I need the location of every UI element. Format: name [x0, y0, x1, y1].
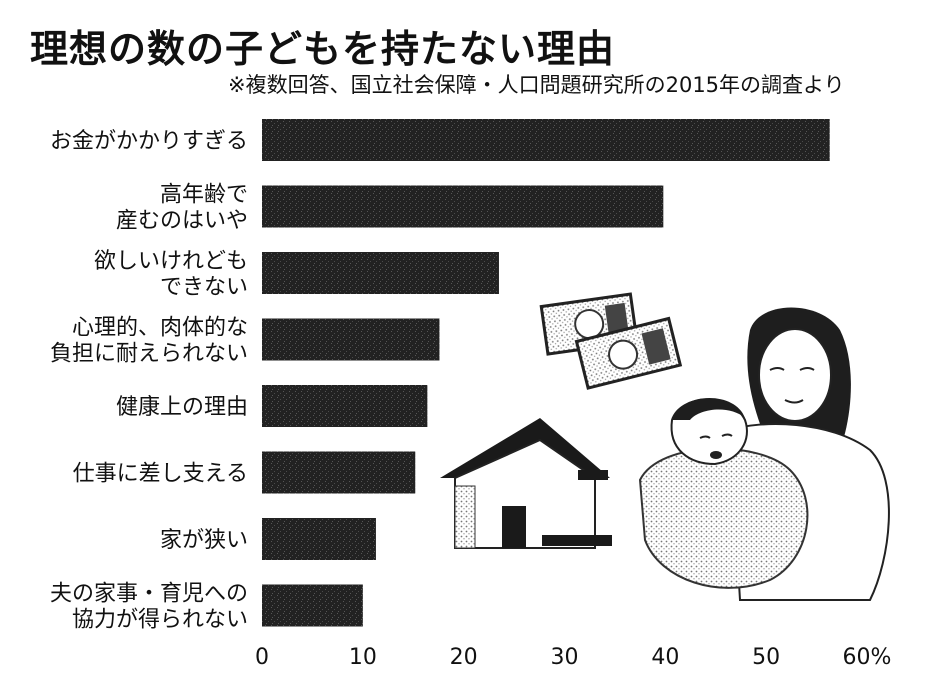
bar-7 — [262, 518, 376, 560]
chart-title: 理想の数の子どもを持たない理由 — [30, 27, 616, 71]
chart-subtitle: ※複数回答、国立社会保障・人口問題研究所の2015年の調査より — [228, 73, 845, 97]
category-label-3-line-2: できない — [160, 275, 248, 300]
category-label-3-line-1: 欲しいけれども — [94, 249, 248, 274]
category-label-7-line-1: 家が狭い — [160, 528, 248, 553]
x-tick-label-0: 0 — [255, 645, 269, 670]
x-axis-ticks-group: 0 10 20 30 40 50 60% — [255, 645, 891, 670]
category-label-2-line-2: 産むのはいや — [116, 209, 248, 234]
x-tick-label-50: 50 — [752, 645, 780, 670]
x-tick-label-40: 40 — [651, 645, 679, 670]
house-illustration — [440, 418, 612, 549]
bar-8 — [262, 584, 363, 627]
x-tick-label-20: 20 — [450, 645, 478, 670]
category-labels-group: お金がかかりすぎる高年齢で産むのはいや欲しいけれどもできない心理的、肉体的な負担… — [50, 129, 248, 633]
category-label-2-line-1: 高年齢で — [160, 183, 248, 208]
x-tick-label-30: 30 — [551, 645, 579, 670]
money-illustration — [539, 292, 683, 390]
bar-5 — [262, 385, 428, 427]
bar-2 — [262, 185, 664, 228]
category-label-8-line-2: 協力が得られない — [72, 608, 248, 633]
category-label-8-line-1: 夫の家事・育児への — [50, 582, 248, 607]
bar-6 — [262, 451, 416, 494]
mother-and-child-illustration — [638, 307, 890, 601]
x-tick-label-60%: 60% — [843, 645, 892, 670]
category-label-1-line-1: お金がかかりすぎる — [50, 129, 248, 154]
category-label-6-line-1: 仕事に差し支える — [73, 462, 248, 487]
bar-1 — [262, 119, 830, 161]
category-label-4-line-2: 負担に耐えられない — [50, 342, 248, 367]
bars-group — [262, 119, 830, 627]
category-label-5-line-1: 健康上の理由 — [116, 395, 248, 420]
x-tick-label-10: 10 — [349, 645, 377, 670]
bar-4 — [262, 318, 440, 361]
category-label-4-line-1: 心理的、肉体的な — [72, 316, 248, 341]
bar-3 — [262, 252, 499, 294]
